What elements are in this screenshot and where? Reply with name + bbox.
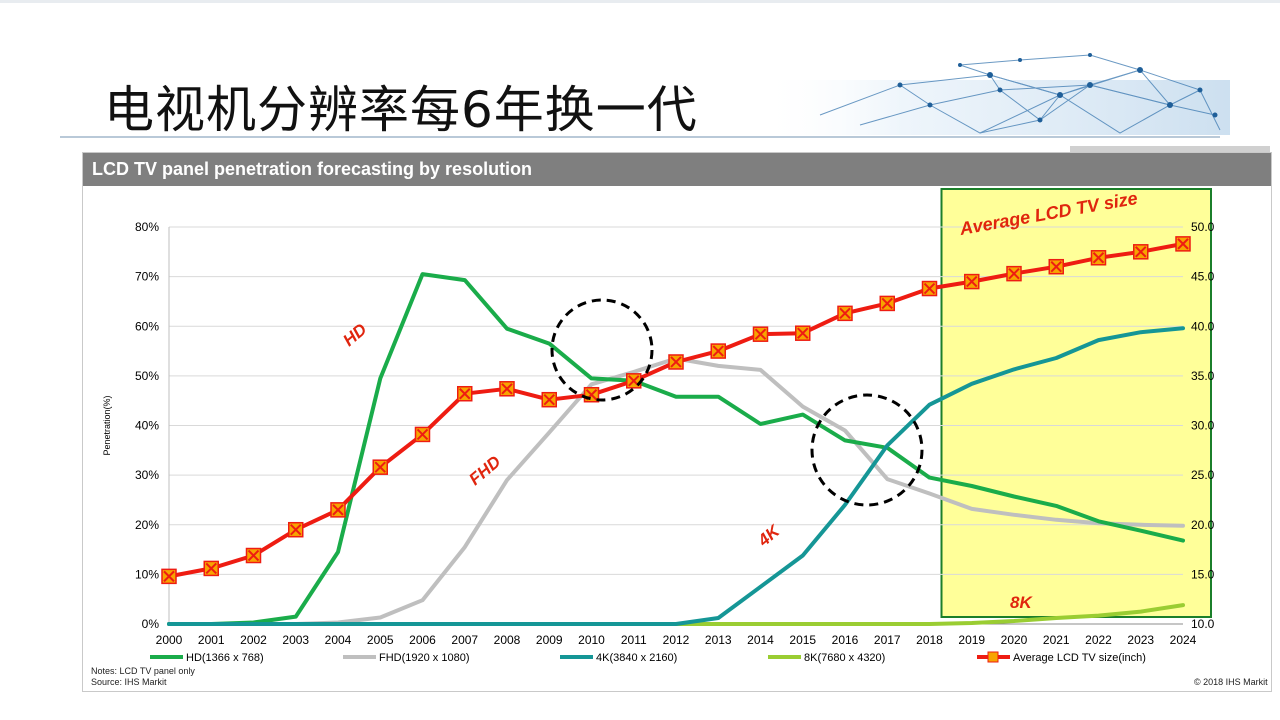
avg-size-marker-cross bbox=[1050, 260, 1062, 273]
legend-label-hd: HD(1366 x 768) bbox=[186, 652, 264, 664]
network-graphic bbox=[760, 53, 1230, 135]
x-tick-label: 2011 bbox=[621, 633, 647, 647]
x-tick-label: 2005 bbox=[367, 633, 394, 647]
avg-size-marker-cross bbox=[501, 383, 513, 395]
avg-size-marker-cross bbox=[1092, 252, 1105, 264]
x-tick-label: 2023 bbox=[1127, 633, 1154, 647]
forecast-region bbox=[940, 188, 1212, 618]
chart-frame: LCD TV panel penetration forecasting by … bbox=[82, 152, 1272, 692]
legend-label-avg-size: Average LCD TV size(inch) bbox=[1013, 652, 1146, 664]
series-line-4k bbox=[167, 326, 1185, 626]
x-tick-label: 2022 bbox=[1085, 633, 1112, 647]
chart-svg: 0% 10% 20% 30% 40% 50% 60% 70% 80% 10.0 15.0 20.0 25… bbox=[102, 188, 1215, 664]
x-tick-label: 2013 bbox=[705, 633, 732, 647]
y-tick-label: 80% bbox=[135, 220, 159, 234]
avg-size-marker-cross bbox=[459, 388, 471, 400]
title-underline bbox=[60, 136, 1220, 138]
avg-size-marker-cross bbox=[1177, 238, 1189, 250]
top-rule bbox=[0, 0, 1280, 3]
x-tick-label: 2014 bbox=[747, 633, 774, 647]
y2-tick-label: 35.0 bbox=[1191, 369, 1215, 383]
avg-size-marker-cross bbox=[966, 275, 978, 288]
avg-size-marker-cross bbox=[1135, 246, 1147, 258]
crossover-circle-2016 bbox=[810, 393, 924, 507]
y2-tick-label: 20.0 bbox=[1191, 518, 1215, 532]
avg-size-marker-cross bbox=[543, 393, 555, 406]
annotation-8k: 8K bbox=[1010, 593, 1033, 612]
avg-size-marker-cross bbox=[881, 297, 893, 310]
avg-size-marker-cross bbox=[797, 327, 809, 339]
avg-size-marker-cross bbox=[839, 307, 851, 320]
chart-source: Source: IHS Markit bbox=[91, 677, 167, 687]
x-tick-label: 2010 bbox=[578, 633, 605, 647]
avg-size-marker-cross bbox=[416, 428, 429, 441]
x-tick-label: 2008 bbox=[494, 633, 521, 647]
y-tick-label: 30% bbox=[135, 468, 159, 482]
avg-size-marker-cross bbox=[205, 562, 217, 575]
avg-size-marker-cross bbox=[290, 524, 302, 536]
y-tick-label: 0% bbox=[142, 617, 160, 631]
header-shadow bbox=[1070, 146, 1270, 152]
avg-size-marker-cross bbox=[1008, 267, 1020, 280]
x-tick-label: 2021 bbox=[1043, 633, 1070, 647]
y2-tick-label: 10.0 bbox=[1191, 617, 1215, 631]
y-tick-label: 50% bbox=[135, 369, 159, 383]
y-tick-label: 10% bbox=[135, 567, 159, 581]
x-tick-label: 2000 bbox=[156, 633, 183, 647]
avg-size-marker-cross bbox=[247, 549, 260, 562]
series-line-hd bbox=[167, 272, 1185, 626]
y2-tick-label: 40.0 bbox=[1191, 319, 1215, 333]
x-tick-label: 2001 bbox=[198, 633, 225, 647]
x-tick-label: 2020 bbox=[1001, 633, 1028, 647]
y-tick-label: 40% bbox=[135, 419, 159, 433]
x-tick-label: 2016 bbox=[832, 633, 859, 647]
legend-label-fhd: FHD(1920 x 1080) bbox=[379, 652, 470, 664]
x-tick-label: 2017 bbox=[874, 633, 901, 647]
legend-label-8k: 8K(7680 x 4320) bbox=[804, 652, 885, 664]
avg-size-marker-cross bbox=[712, 345, 724, 357]
y2-tick-label: 45.0 bbox=[1191, 270, 1215, 284]
y-tick-label: 20% bbox=[135, 518, 159, 532]
x-tick-label: 2012 bbox=[663, 633, 690, 647]
annotation-hd: HD bbox=[339, 320, 370, 350]
avg-size-marker-cross bbox=[670, 356, 682, 368]
slide-title: 电视机分辨率每6年换一代 bbox=[104, 81, 698, 139]
x-tick-label: 2004 bbox=[325, 633, 352, 647]
x-tick-label: 2006 bbox=[409, 633, 436, 647]
avg-size-marker-cross bbox=[374, 461, 386, 473]
annotation-fhd: FHD bbox=[465, 452, 504, 489]
x-tick-label: 2019 bbox=[958, 633, 985, 647]
x-tick-label: 2007 bbox=[451, 633, 478, 647]
y-tick-label: 70% bbox=[135, 270, 159, 284]
x-tick-label: 2015 bbox=[789, 633, 816, 647]
x-tick-label: 2024 bbox=[1170, 633, 1197, 647]
y2-tick-label: 30.0 bbox=[1191, 419, 1215, 433]
x-tick-label: 2003 bbox=[282, 633, 309, 647]
y2-tick-label: 15.0 bbox=[1191, 567, 1215, 581]
crossover-circle-2010 bbox=[550, 298, 654, 402]
legend-marker-avg-size bbox=[987, 651, 999, 663]
avg-size-marker-cross bbox=[923, 282, 936, 295]
avg-size-marker-cross bbox=[332, 504, 344, 516]
x-tick-label: 2009 bbox=[536, 633, 563, 647]
x-tick-label: 2002 bbox=[240, 633, 267, 647]
avg-size-marker-cross bbox=[163, 570, 175, 583]
y2-tick-label: 50.0 bbox=[1191, 220, 1215, 234]
chart-notes: Notes: LCD TV panel only bbox=[91, 666, 195, 676]
chart-header-title: LCD TV panel penetration forecasting by … bbox=[83, 153, 1271, 186]
avg-size-marker-cross bbox=[754, 328, 767, 340]
y2-tick-label: 25.0 bbox=[1191, 468, 1215, 482]
legend-label-4k: 4K(3840 x 2160) bbox=[596, 652, 677, 664]
chart-copyright: © 2018 IHS Markit bbox=[1194, 677, 1268, 687]
y-tick-label: 60% bbox=[135, 319, 159, 333]
y-axis-title: Penetration(%) bbox=[102, 395, 112, 455]
x-tick-label: 2018 bbox=[916, 633, 943, 647]
